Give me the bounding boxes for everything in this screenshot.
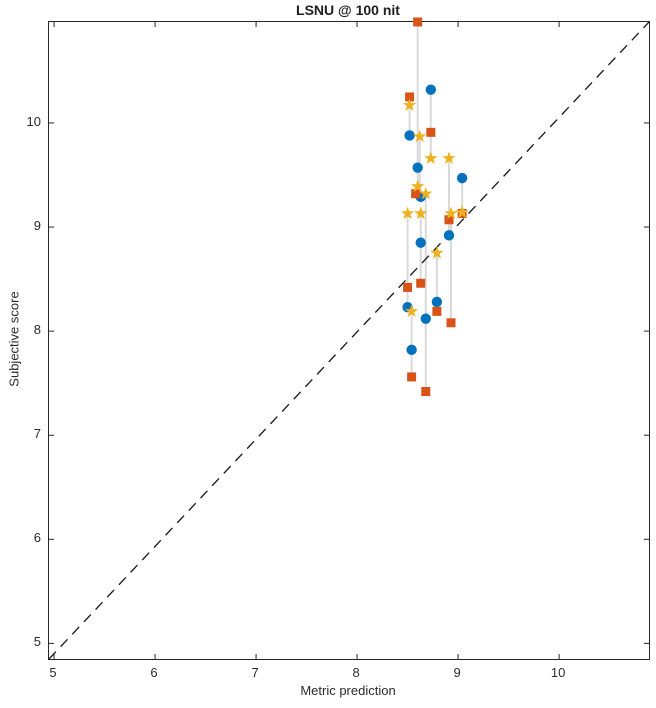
x-tick-label: 5 — [49, 665, 57, 680]
marker-circle — [412, 162, 423, 173]
marker-square — [405, 92, 415, 102]
marker-circle — [406, 344, 417, 356]
marker-square — [421, 387, 431, 397]
marker-star — [413, 129, 427, 143]
x-tick-label: 9 — [453, 665, 461, 680]
marker-circle — [431, 296, 443, 308]
x-tick-label: 7 — [251, 665, 259, 680]
marker-circle — [420, 313, 431, 324]
marker-star — [411, 179, 425, 193]
marker-circle — [456, 172, 468, 184]
x-tick-label: 6 — [150, 665, 158, 680]
y-tick-label: 6 — [33, 530, 41, 546]
marker-star — [419, 186, 433, 200]
marker-circle — [415, 237, 426, 248]
marker-star — [404, 304, 419, 318]
marker-square — [444, 215, 454, 225]
marker-square — [446, 318, 456, 328]
marker-star — [400, 206, 415, 220]
marker-square — [432, 306, 442, 316]
marker-star — [442, 151, 456, 165]
y-axis-label: Subjective score — [6, 291, 22, 387]
x-tick-label: 8 — [352, 665, 360, 680]
marker-square — [426, 127, 436, 137]
y-tick-label: 8 — [33, 322, 41, 338]
x-axis-label: Metric prediction — [300, 683, 396, 698]
marker-square — [403, 282, 413, 292]
marker-star — [414, 206, 428, 220]
x-tick-label: 10 — [550, 665, 566, 680]
y-tick-label: 5 — [33, 634, 41, 650]
plot-area — [48, 17, 650, 660]
marker-star — [455, 205, 469, 219]
marker-star — [424, 151, 438, 165]
y-tick-label: 10 — [26, 113, 41, 129]
marker-square — [413, 17, 423, 27]
y-tick-label: 9 — [33, 218, 41, 234]
chart-title: LSNU @ 100 nit — [296, 2, 400, 18]
marker-square — [407, 372, 417, 382]
marker-star — [444, 206, 458, 220]
y-tick-label: 7 — [33, 426, 41, 442]
plot-canvas — [48, 17, 650, 660]
identity-line — [48, 21, 650, 660]
marker-circle — [425, 84, 437, 95]
marker-circle — [443, 230, 455, 241]
marker-circle — [404, 130, 415, 141]
marker-square — [416, 278, 426, 288]
marker-square — [411, 189, 421, 199]
marker-star — [402, 98, 417, 111]
marker-star — [430, 246, 444, 259]
